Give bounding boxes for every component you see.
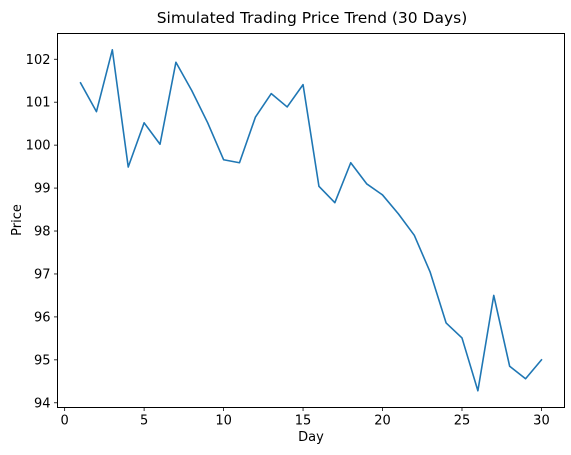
x-axis-label: Day <box>298 430 324 445</box>
price-point <box>127 166 129 168</box>
y-tick-label: 97 <box>34 267 51 282</box>
price-point <box>477 390 479 392</box>
price-point <box>350 162 352 164</box>
price-series-line <box>79 49 543 392</box>
price-point <box>540 359 542 361</box>
y-tick-label: 100 <box>26 139 51 154</box>
price-point <box>223 159 225 161</box>
x-tick-label: 20 <box>374 414 391 429</box>
price-point <box>429 271 431 273</box>
price-point <box>80 82 82 84</box>
price-point <box>413 234 415 236</box>
price-point <box>397 213 399 215</box>
x-tick-label: 25 <box>454 414 471 429</box>
y-tick-label: 99 <box>34 182 51 197</box>
y-tick-label: 101 <box>26 96 51 111</box>
y-tick-label: 102 <box>26 53 51 68</box>
price-point <box>318 185 320 187</box>
y-tick-label: 98 <box>34 225 51 240</box>
price-point <box>525 378 527 380</box>
y-axis: 94 95 96 97 98 99 100 101 102 <box>26 53 58 411</box>
y-tick-label: 96 <box>34 310 51 325</box>
y-tick-label: 95 <box>34 353 51 368</box>
price-point <box>191 90 193 92</box>
price-point <box>270 93 272 95</box>
plot-frame <box>57 33 565 408</box>
x-axis: 0 5 10 15 20 25 30 <box>61 407 550 429</box>
price-point <box>143 122 145 124</box>
chart-title: Simulated Trading Price Trend (30 Days) <box>157 9 468 27</box>
price-point <box>254 116 256 118</box>
price-point <box>493 294 495 296</box>
price-point <box>445 322 447 324</box>
y-axis-label: Price <box>10 204 25 236</box>
x-tick-label: 0 <box>61 414 69 429</box>
price-point <box>286 106 288 108</box>
price-point <box>509 365 511 367</box>
price-point <box>159 143 161 145</box>
price-point <box>175 61 177 63</box>
price-point <box>207 122 209 124</box>
x-tick-label: 5 <box>140 414 148 429</box>
price-point <box>461 337 463 339</box>
x-tick-label: 15 <box>295 414 312 429</box>
price-point <box>111 49 113 51</box>
plot-area <box>79 49 543 392</box>
price-point <box>382 194 384 196</box>
x-tick-label: 30 <box>533 414 550 429</box>
price-point <box>95 111 97 113</box>
price-point <box>302 84 304 86</box>
price-point <box>238 162 240 164</box>
x-tick-label: 10 <box>215 414 232 429</box>
y-tick-label: 94 <box>34 396 51 411</box>
price-point <box>366 183 368 185</box>
price-point <box>334 202 336 204</box>
